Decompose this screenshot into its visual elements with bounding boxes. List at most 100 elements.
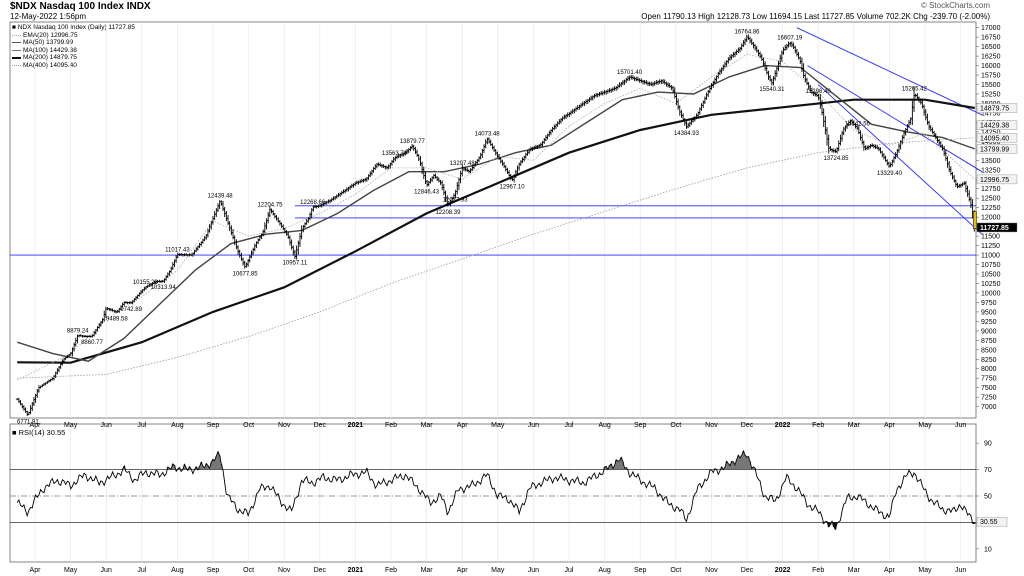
rsi-x-tick-label: Oct xyxy=(243,567,254,574)
price-y-tick-label: 7750 xyxy=(981,376,997,383)
price-y-tick-label: 11250 xyxy=(981,243,1000,250)
price-x-tick-label: Nov xyxy=(705,422,718,429)
price-annotation: 13563.70 xyxy=(382,151,408,157)
price-annotation: 16764.86 xyxy=(734,30,760,36)
price-y-tick-label: 14750 xyxy=(981,110,1001,117)
rsi-value-flag xyxy=(976,516,1008,527)
price-annotation: 12204.75 xyxy=(257,202,283,208)
price-x-tick-label: 2022 xyxy=(775,422,791,429)
price-x-tick-label: Apr xyxy=(30,422,42,429)
price-y-tick-label: 15500 xyxy=(981,82,1001,89)
price-y-tick-label: 8000 xyxy=(981,366,997,373)
rsi-x-tick-label: 2022 xyxy=(775,567,791,574)
rsi-x-tick-label: Apr xyxy=(30,567,42,574)
rsi-x-tick-label: Jun xyxy=(528,567,539,574)
price-annotation: 12627.93 xyxy=(443,197,469,203)
price-x-tick-label: Jul xyxy=(565,422,574,429)
chart-date: 12-May-2022 1:56pm xyxy=(10,12,87,21)
price-y-tick-label: 12750 xyxy=(981,186,1001,193)
price-annotation: 14384.93 xyxy=(674,131,700,137)
price-x-tick-label: Dec xyxy=(741,422,754,429)
price-x-tick-label: Oct xyxy=(243,422,254,429)
rsi-x-tick-label: Jul xyxy=(565,567,574,574)
rsi-x-tick-label: Aug xyxy=(171,567,184,574)
moving-average-line xyxy=(16,64,976,362)
price-y-tick-label: 13500 xyxy=(981,158,1001,165)
price-x-tick-label: Aug xyxy=(171,422,184,429)
price-x-tick-label: Mar xyxy=(848,422,861,429)
rsi-y-tick-label: 10 xyxy=(984,546,992,553)
price-y-tick-label: 15250 xyxy=(981,92,1001,99)
rsi-x-tick-label: May xyxy=(491,567,505,574)
price-axis-flag xyxy=(976,144,1018,154)
channel-line xyxy=(796,27,983,116)
price-x-tick-label: May xyxy=(918,422,932,429)
price-y-tick-label: 12500 xyxy=(981,196,1001,203)
price-annotation: 11017.43 xyxy=(165,247,190,253)
channel-line xyxy=(807,65,983,173)
price-axis-flag xyxy=(976,174,1018,185)
price-panel-frame xyxy=(9,21,977,419)
price-annotation: 10155.20 xyxy=(133,280,159,286)
price-y-tick-label: 7000 xyxy=(981,404,997,411)
price-annotation: 14073.48 xyxy=(475,132,501,138)
price-annotation: 10677.85 xyxy=(233,271,259,277)
legend-label: EMA(20) 12996.75 xyxy=(23,31,78,39)
price-y-tick-label: 12250 xyxy=(981,205,1001,212)
rsi-x-tick-label: Mar xyxy=(421,567,434,574)
rsi-x-tick-label: May xyxy=(918,567,932,574)
rsi-panel-frame xyxy=(9,423,977,563)
moving-average-line xyxy=(17,98,975,364)
price-annotation: 15196.40 xyxy=(806,89,832,95)
price-x-tick-label: 2021 xyxy=(348,422,364,429)
price-annotation: 12268.66 xyxy=(300,200,326,206)
rsi-x-tick-label: Dec xyxy=(314,567,327,574)
price-y-tick-label: 10750 xyxy=(981,262,1001,269)
price-axis-flag xyxy=(976,120,1018,130)
channel-line xyxy=(817,84,983,235)
price-annotation: 15540.31 xyxy=(759,87,785,93)
price-axis-flag-label: 14879.75 xyxy=(980,106,1009,113)
price-annotation: 8860.77 xyxy=(81,340,103,346)
price-y-tick-label: 9000 xyxy=(981,328,997,335)
rsi-x-tick-label: Dec xyxy=(741,567,754,574)
brand-watermark: © StockCharts.com xyxy=(920,1,990,10)
price-axis-flag xyxy=(976,133,1018,143)
price-annotation: 12846.43 xyxy=(414,189,440,195)
indicator-legend: ■ NDX Nasdaq 100 Index (Daily) 11727.85 … xyxy=(12,24,135,70)
price-x-tick-label: Jul xyxy=(137,422,146,429)
price-annotation: 16607.19 xyxy=(777,36,803,42)
price-y-tick-label: 9750 xyxy=(981,300,997,307)
price-axis-flag-label: 14095.40 xyxy=(980,135,1009,142)
price-y-tick-label: 14250 xyxy=(981,129,1001,136)
price-x-tick-label: Sep xyxy=(634,422,647,429)
rsi-x-tick-label: Feb xyxy=(812,567,824,574)
price-axis-flag-label: 11727.85 xyxy=(980,225,1009,232)
price-annotation: 10957.11 xyxy=(283,261,308,267)
price-y-tick-label: 7250 xyxy=(981,395,997,402)
legend-item-ema20: EMA(20) 12996.75 xyxy=(12,32,135,40)
price-axis-flag xyxy=(976,222,1018,233)
price-annotation: 6771.91 xyxy=(17,419,39,425)
price-annotation: 10313.94 xyxy=(151,285,177,291)
rsi-x-tick-label: Apr xyxy=(457,567,469,574)
price-y-tick-label: 10250 xyxy=(981,281,1001,288)
price-y-tick-label: 10500 xyxy=(981,272,1001,279)
price-y-tick-label: 8500 xyxy=(981,347,997,354)
price-y-tick-label: 9500 xyxy=(981,309,997,316)
price-x-tick-label: Nov xyxy=(278,422,291,429)
price-y-tick-label: 7500 xyxy=(981,385,997,392)
price-x-tick-label: Apr xyxy=(884,422,896,429)
rsi-x-tick-label: May xyxy=(64,567,78,574)
price-annotation: 8879.24 xyxy=(67,328,89,334)
rsi-legend-label: ■ RSI(14) 30.55 xyxy=(12,428,66,437)
price-x-tick-label: Feb xyxy=(812,422,824,429)
legend-label: MA(200) 14879.75 xyxy=(23,54,77,62)
price-annotation: 9742.89 xyxy=(120,307,142,313)
rsi-y-tick-label: 70 xyxy=(984,467,992,474)
price-x-tick-label: Oct xyxy=(670,422,681,429)
rsi-x-tick-label: 2021 xyxy=(348,567,364,574)
rsi-x-tick-label: Jun xyxy=(955,567,966,574)
price-y-tick-label: 16000 xyxy=(981,63,1001,70)
price-x-tick-label: Jun xyxy=(955,422,966,429)
